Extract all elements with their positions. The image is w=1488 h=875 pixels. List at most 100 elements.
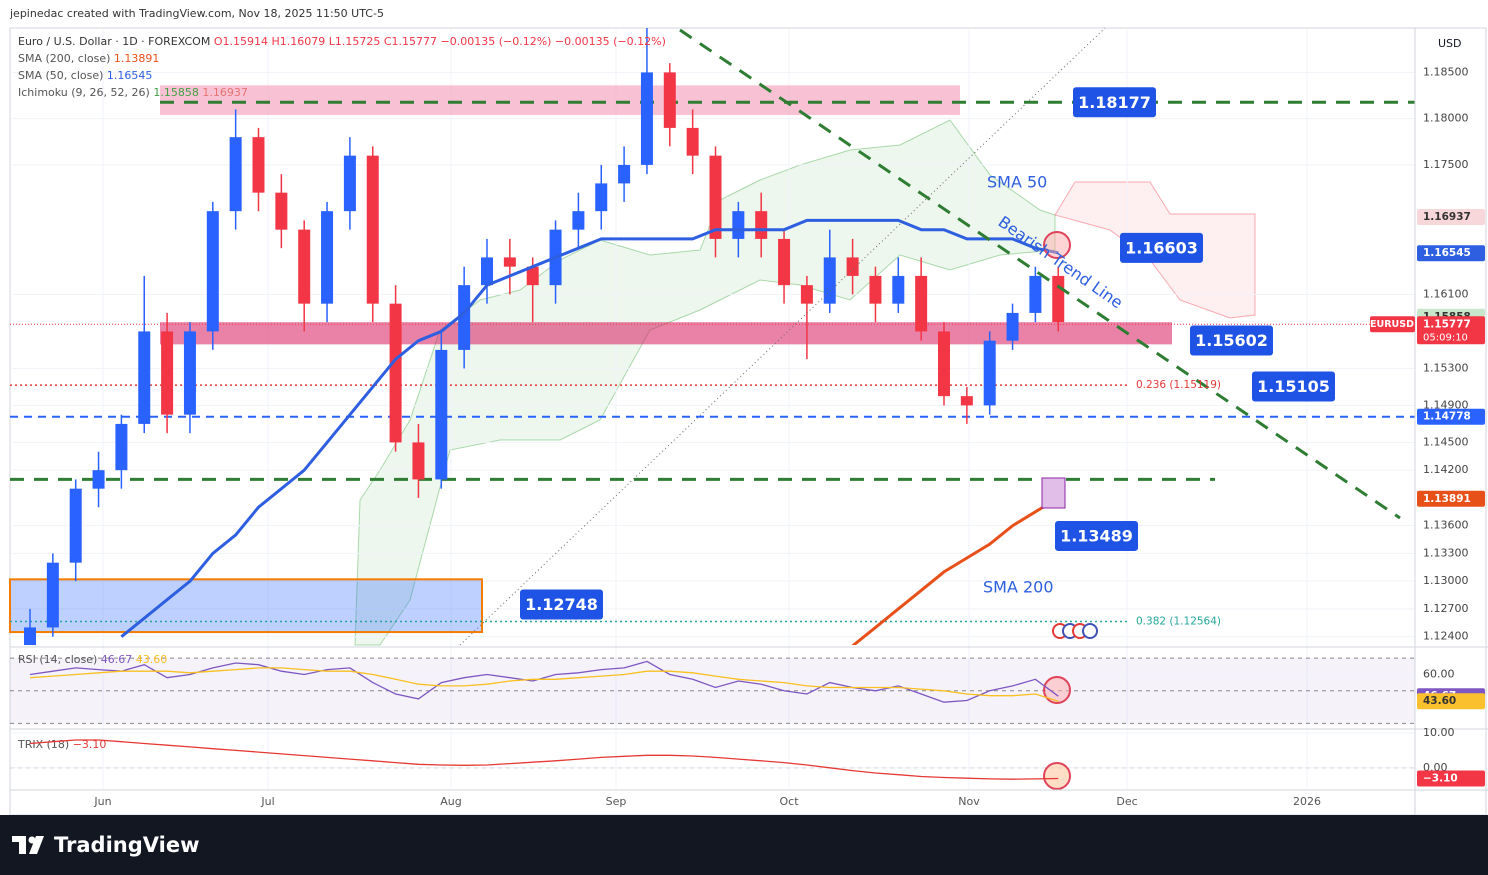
dotted-trend-line [459,27,1106,646]
indicator-line [29,667,1059,702]
candle-body [846,257,859,276]
candle-body [252,137,265,193]
y-tick-label: 1.16100 [1423,287,1469,300]
candle-body [298,229,311,304]
candle-body [732,211,745,239]
levels-layer [9,28,1415,790]
target-box [1041,477,1066,509]
candle-body [24,627,36,645]
y-tick-label: 1.12400 [1423,630,1469,643]
price-label-box [1190,325,1273,356]
candle-body [1052,275,1065,323]
candle-body [138,331,151,424]
legend-value: 1.16545 [107,69,153,82]
candle-body [663,72,676,128]
fib-label: 0.382 (1.12564) [1136,616,1221,628]
legend-ichimoku: Ichimoku (9, 26, 52, 26) 1.15858 1.16937 [18,86,248,99]
candle-body [892,275,905,304]
candle-body [458,285,471,350]
price-tag-label: 1.16937 [1423,211,1471,223]
sma-line [851,496,1060,645]
candle-body [69,488,82,563]
indicator-line [29,660,1059,703]
candle-body [503,257,516,267]
logo-part [28,836,36,844]
annotation: SMA 200 [983,578,1054,597]
last-price-label: 1.15777 [1423,318,1471,330]
legend-name: RSI (14, close) [18,653,97,666]
x-tick-label: Dec [1116,795,1137,808]
price-tag [1417,490,1485,507]
candle-body [709,155,722,239]
x-tick-label: Nov [958,795,980,808]
y-tick-label: 1.18000 [1423,112,1469,125]
annotation: SMA 50 [987,173,1047,192]
y-tick-label: 0.00 [1423,761,1448,774]
candle-body [46,562,59,628]
y-tick-label: 60.00 [1423,667,1455,680]
x-tick-label: Jul [260,795,274,808]
bearish-trend-line [679,28,1401,520]
candle-body [823,257,836,304]
attribution: jepinedac created with TradingView.com, … [9,7,384,20]
candle-body [412,442,425,480]
indicator-line [29,739,1059,780]
candle-body [275,192,288,230]
candle-body [686,127,699,156]
zone [160,322,1172,345]
highlight-circle [1043,676,1071,704]
price-label: 1.12748 [525,595,598,614]
candle-body [778,238,791,286]
candle-body [755,211,768,239]
event-flags [1052,623,1098,639]
price-label-box [1120,232,1203,263]
candle-body [115,423,128,471]
candle-body [161,331,174,415]
footer: TradingView [0,815,1488,875]
candle-body [526,266,539,286]
candle-body [435,349,448,480]
x-tick-label: Aug [440,795,461,808]
candle-body [321,211,334,304]
y-tick-label: 1.14900 [1423,398,1469,411]
candle-body [800,285,813,304]
x-tick-label: Oct [779,795,799,808]
candle-body [618,164,631,184]
last-price-tag [1417,316,1485,345]
currency: USD [1438,37,1462,50]
candle-body [366,155,379,304]
y-tick-label: 1.13300 [1423,546,1469,559]
candle-body [938,331,950,397]
candle-body [1006,312,1019,341]
price-tag [1417,408,1485,425]
ichimoku-cloud [354,119,1056,646]
candle-body [229,137,242,212]
legend-rsi: RSI (14, close) 46.67 43.60 [18,653,167,666]
symbol-tag: EURUSD [1370,319,1414,330]
legend-value: 1.15858 [153,86,199,99]
price-tag [1417,208,1485,225]
countdown: 05:09:10 [1423,332,1468,343]
candle-body [343,155,356,212]
x-tick-label: Sep [606,795,627,808]
candle-body [206,211,219,332]
candle-body [960,396,973,406]
symbol-tag-box [1370,316,1415,333]
chart: jepinedac created with TradingView.com, … [9,7,1488,815]
price-label: 1.15105 [1257,377,1330,396]
legend-name: SMA (200, close) [18,52,110,65]
zone [9,578,483,634]
y-tick-label: 1.14500 [1423,435,1469,448]
plot-layer [24,28,1065,645]
y-tick-label: 1.18500 [1423,65,1469,78]
price-label: 1.13489 [1060,526,1133,545]
legend-name: TRIX (18) [17,738,69,751]
candle-body [92,470,105,489]
logo-part [29,836,44,854]
y-tick-label: 1.13600 [1423,519,1469,532]
y-tick-label: 1.15300 [1423,361,1469,374]
candle-body [389,303,402,443]
price-tag [1417,245,1485,262]
price-tag-label: 1.14778 [1423,411,1471,423]
